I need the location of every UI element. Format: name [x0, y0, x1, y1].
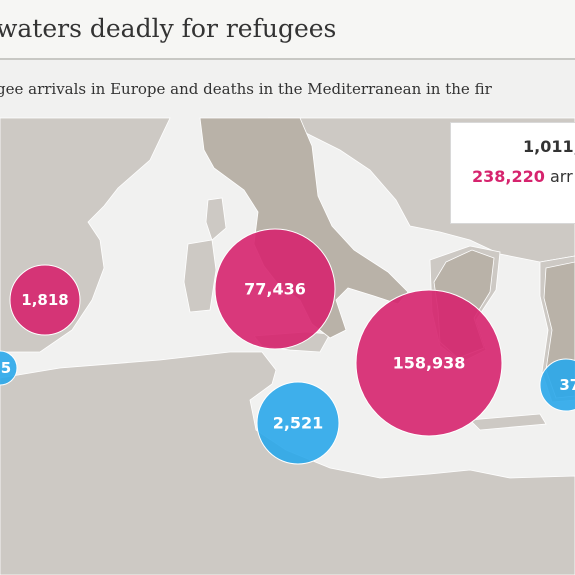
sea-arrivals-line: 238,220 arr	[472, 167, 573, 186]
title-bar: waters deadly for refugees	[0, 0, 575, 60]
deaths-bubble-aegean	[539, 358, 575, 412]
land-sardinia	[183, 239, 217, 313]
deaths-bubble-label-aegean: 370	[559, 376, 575, 394]
total-arrivals-value: 1,011,	[523, 137, 575, 156]
land-italy	[199, 117, 409, 339]
subtitle-band: gee arrivals in Europe and deaths in the…	[0, 60, 575, 118]
deaths-bubble-alboran	[0, 350, 18, 386]
bubble-layer: 1,818 77,436 158,938 5 2,521 370	[0, 228, 575, 465]
arrivals-bubble-label-spain: 1,818	[21, 291, 68, 309]
arrivals-bubble-label-ionian: 158,938	[393, 354, 466, 373]
arrivals-bubble-spain	[9, 264, 81, 336]
land-corsica	[205, 197, 227, 241]
arrivals-bubble-label-italy: 77,436	[244, 280, 306, 299]
arrivals-bubble-ionian	[355, 289, 503, 437]
totals-panel: 1,011, 238,220 arr	[450, 122, 575, 224]
deaths-bubble-label-alboran: 5	[1, 359, 11, 377]
land-crete	[469, 413, 547, 431]
arrivals-bubble-italy	[214, 228, 336, 350]
page-title: waters deadly for refugees	[0, 14, 337, 43]
deaths-bubble-central	[256, 381, 340, 465]
sea-arrivals-count: 238,220	[472, 167, 545, 186]
sea-arrivals-label: arr	[549, 167, 573, 186]
map-subtitle: gee arrivals in Europe and deaths in the…	[0, 80, 492, 98]
deaths-bubble-label-central: 2,521	[273, 414, 324, 433]
